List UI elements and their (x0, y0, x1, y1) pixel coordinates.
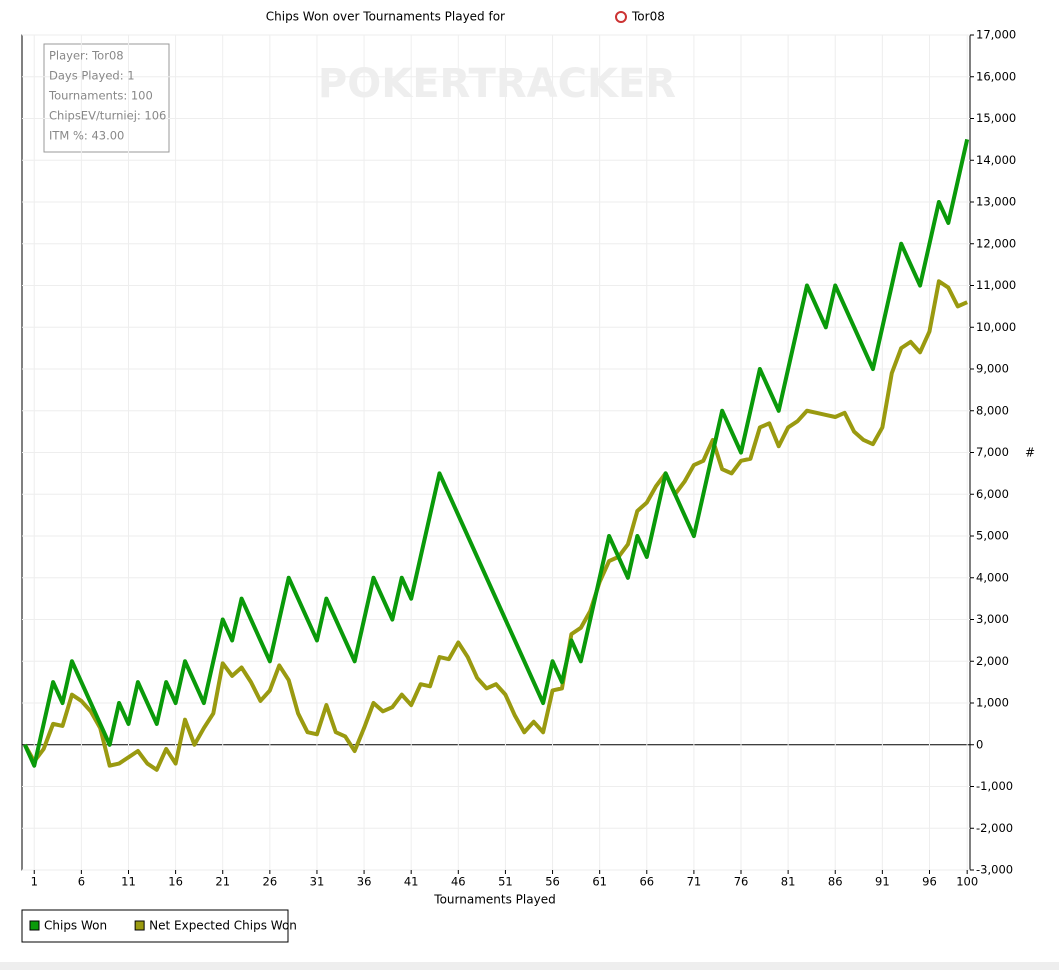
status-bar (0, 962, 1059, 970)
legend-swatch (134, 920, 145, 931)
y-tick-label: -3,000 (976, 863, 1013, 877)
y-tick-label: 14,000 (976, 153, 1016, 167)
series-line (23, 279, 968, 772)
y-tick-label: 13,000 (976, 195, 1016, 209)
x-tick-label: 61 (592, 875, 607, 889)
y-tick-label: 6,000 (976, 487, 1009, 501)
y-axis-label: # (1025, 446, 1035, 460)
x-tick-label: 76 (734, 875, 749, 889)
y-tick-label: 9,000 (976, 362, 1009, 376)
x-tick-label: 6 (78, 875, 85, 889)
x-tick-label: 100 (956, 875, 978, 889)
x-tick-label: 26 (263, 875, 278, 889)
x-tick-label: 51 (498, 875, 513, 889)
y-tick-label: 3,000 (976, 612, 1009, 626)
y-tick-label: -2,000 (976, 821, 1013, 835)
x-tick-label: 71 (687, 875, 702, 889)
x-tick-label: 66 (639, 875, 654, 889)
info-line: Player: Tor08 (49, 49, 124, 63)
x-tick-label: 16 (168, 875, 183, 889)
info-line: ITM %: 43.00 (49, 129, 124, 143)
legend-swatch (29, 920, 40, 931)
x-tick-label: 41 (404, 875, 419, 889)
x-tick-label: 96 (922, 875, 937, 889)
x-axis-label: Tournaments Played (433, 893, 555, 907)
x-tick-label: 46 (451, 875, 466, 889)
y-tick-label: 17,000 (976, 28, 1016, 42)
watermark: POKERTRACKER (318, 61, 676, 107)
y-tick-label: 1,000 (976, 696, 1009, 710)
y-tick-label: 8,000 (976, 403, 1009, 417)
x-tick-label: 86 (828, 875, 843, 889)
y-tick-label: 11,000 (976, 278, 1016, 292)
y-tick-label: -1,000 (976, 779, 1013, 793)
x-tick-label: 31 (310, 875, 325, 889)
x-tick-label: 36 (357, 875, 372, 889)
x-tick-label: 1 (31, 875, 38, 889)
x-tick-label: 11 (121, 875, 136, 889)
y-tick-label: 5,000 (976, 529, 1009, 543)
info-box (43, 43, 170, 153)
y-tick-label: 16,000 (976, 69, 1016, 83)
legend-label: Net Expected Chips Won (149, 919, 297, 933)
series-line (23, 138, 970, 768)
y-tick-label: 0 (976, 737, 983, 751)
y-tick-label: 7,000 (976, 445, 1009, 459)
player-icon (615, 11, 627, 23)
x-tick-label: 91 (875, 875, 890, 889)
player-name: Tor08 (631, 10, 665, 24)
x-tick-label: 21 (215, 875, 230, 889)
info-line: Tournaments: 100 (48, 89, 153, 103)
y-tick-label: 10,000 (976, 320, 1016, 334)
legend-label: Chips Won (44, 919, 107, 933)
y-tick-label: 2,000 (976, 654, 1009, 668)
y-tick-label: 15,000 (976, 111, 1016, 125)
info-line: Days Played: 1 (49, 69, 135, 83)
x-tick-label: 56 (545, 875, 560, 889)
chart-title: Chips Won over Tournaments Played for (266, 10, 505, 24)
y-tick-label: 4,000 (976, 570, 1009, 584)
legend (21, 909, 289, 943)
y-tick-label: 12,000 (976, 236, 1016, 250)
info-line: ChipsEV/turniej: 106 (49, 109, 166, 123)
x-tick-label: 81 (781, 875, 796, 889)
